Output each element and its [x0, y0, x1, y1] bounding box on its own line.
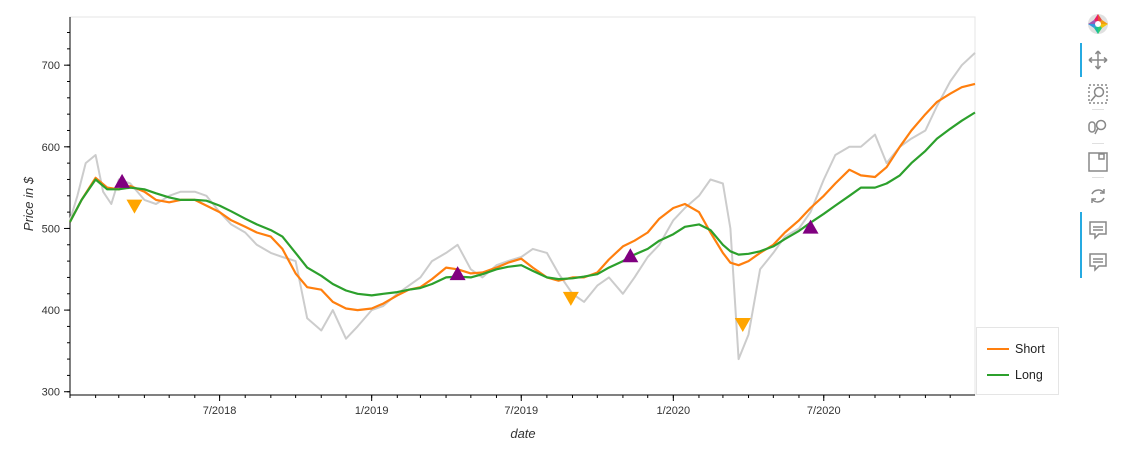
toolbar-separator [1092, 143, 1104, 144]
buy-signal-marker [114, 173, 131, 188]
x-tick-label: 7/2020 [807, 405, 841, 417]
legend: Short Long [976, 327, 1059, 395]
y-tick-label: 300 [42, 387, 60, 399]
buy-signal-marker [622, 248, 639, 263]
x-tick-label: 1/2020 [657, 405, 691, 417]
x-tick-label: 7/2019 [504, 405, 538, 417]
wheel-zoom-icon[interactable] [1086, 116, 1110, 140]
price-line [69, 52, 976, 361]
bokeh-logo-icon[interactable] [1086, 12, 1110, 36]
hover-icon[interactable] [1086, 218, 1110, 242]
y-tick-label: 500 [42, 223, 60, 235]
legend-label: Short [1015, 342, 1045, 356]
save-icon[interactable] [1086, 150, 1110, 174]
toolbar-separator [1092, 109, 1104, 110]
y-tick-label: 700 [42, 60, 60, 72]
short-line [69, 82, 976, 312]
active-tool-indicator [1080, 212, 1082, 278]
y-axis-label: Price in $ [21, 176, 36, 231]
sell-signal-marker [562, 291, 579, 306]
buy-signal-marker [449, 266, 466, 281]
long-line [69, 111, 976, 297]
x-axis-label: date [510, 426, 535, 441]
legend-swatch [987, 374, 1009, 376]
sell-signal-marker [126, 199, 143, 214]
legend-item-long[interactable]: Long [987, 365, 1043, 385]
legend-label: Long [1015, 368, 1043, 382]
box-zoom-icon[interactable] [1086, 82, 1110, 106]
toolbar-separator [1092, 177, 1104, 178]
signal-markers [114, 173, 819, 332]
legend-item-short[interactable]: Short [987, 339, 1045, 359]
x-tick-label: 1/2019 [355, 405, 389, 417]
x-tick-label: 7/2018 [203, 405, 237, 417]
reset-icon[interactable] [1086, 184, 1110, 208]
hover-icon[interactable] [1086, 250, 1110, 274]
axes: 300 400 500 600 700 7/2018 1/2019 7/2019 1/2020 7… [42, 17, 975, 417]
active-tool-indicator [1080, 43, 1082, 77]
series-lines [69, 52, 976, 361]
buy-signal-marker [802, 219, 819, 234]
y-tick-label: 600 [42, 142, 60, 154]
pan-icon[interactable] [1086, 48, 1110, 72]
sell-signal-marker [734, 317, 751, 332]
legend-swatch [987, 348, 1009, 350]
y-tick-label: 400 [42, 305, 60, 317]
